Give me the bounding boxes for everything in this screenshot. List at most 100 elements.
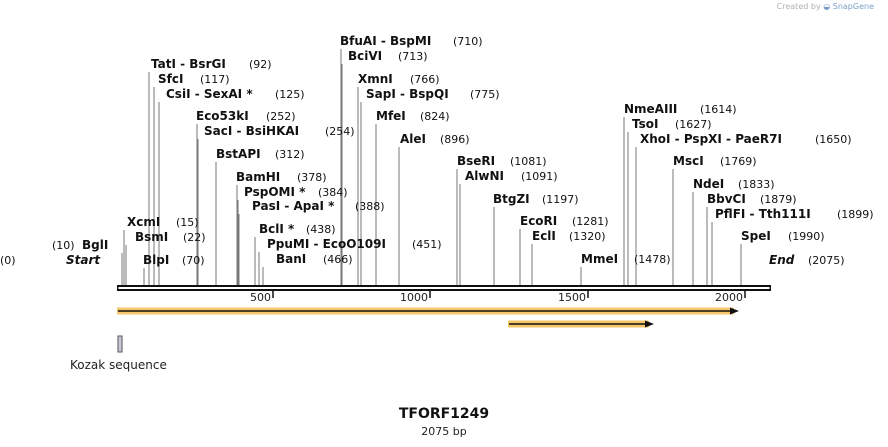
- backbone-end-cap: [769, 285, 771, 291]
- enzyme-position-blpi: (70): [182, 254, 205, 267]
- enzyme-label-bfuai-bspmi[interactable]: BfuAI - BspMI: [340, 34, 431, 48]
- snapgene-logo-icon: ◒: [823, 2, 831, 11]
- enzyme-position-sfci: (117): [200, 73, 230, 86]
- sequence-length: 2075 bp: [421, 425, 467, 438]
- enzyme-label-end[interactable]: End: [769, 253, 795, 267]
- sequence-name: TFORF1249: [398, 406, 490, 422]
- enzyme-position-bamhi: (378): [297, 171, 327, 184]
- enzyme-position-ndei: (1833): [738, 178, 775, 191]
- enzyme-position-sapi-bspqi: (775): [470, 88, 500, 101]
- enzyme-label-mfei[interactable]: MfeI: [376, 109, 406, 123]
- enzyme-position-xcmi: (15): [176, 216, 199, 229]
- enzyme-labels: Start (0) BglI (10) XcmI (15) BsmI (22) BlpI (70)…: [0, 34, 874, 267]
- orf-secondary[interactable]: [508, 320, 654, 328]
- enzyme-position-mmei: (1478): [634, 253, 671, 266]
- enzyme-position-bseri: (1081): [510, 155, 547, 168]
- enzyme-position-bfuai-bspmi: (710): [453, 35, 483, 48]
- enzyme-position-bcivi: (713): [398, 50, 428, 63]
- enzyme-position-ppumi-ecoo109i: (451): [412, 238, 442, 251]
- enzyme-position-alwni: (1091): [521, 170, 558, 183]
- enzyme-position-csii-sexai: (125): [275, 88, 305, 101]
- ruler-label-1000: 1000: [400, 291, 428, 304]
- enzyme-label-sfci[interactable]: SfcI: [158, 72, 183, 86]
- enzyme-position-xmni: (766): [410, 73, 440, 86]
- ruler: 500 1000 1500 2000: [250, 291, 746, 304]
- enzyme-position-saci-bsihkai: (254): [325, 125, 355, 138]
- kozak-feature-box[interactable]: [117, 335, 123, 353]
- enzyme-position-xhoi-pspxi-paer7i: (1650): [815, 133, 852, 146]
- enzyme-position-spei: (1990): [788, 230, 825, 243]
- enzyme-label-xcmi[interactable]: XcmI: [127, 215, 160, 229]
- enzyme-label-start[interactable]: Start: [66, 253, 101, 267]
- enzyme-position-bsmi: (22): [183, 231, 206, 244]
- enzyme-label-bcivi[interactable]: BciVI: [348, 49, 382, 63]
- orf-secondary-arrowhead-icon: [645, 320, 654, 328]
- enzyme-position-btgzi: (1197): [542, 193, 579, 206]
- enzyme-label-pasi-apai[interactable]: PasI - ApaI *: [252, 199, 335, 213]
- enzyme-position-alei: (896): [440, 133, 470, 146]
- ruler-label-2000: 2000: [715, 291, 743, 304]
- backbone-start-cap: [117, 285, 119, 291]
- enzyme-label-tati-bsrgi[interactable]: TatI - BsrGI: [151, 57, 226, 71]
- enzyme-label-pspomi[interactable]: PspOMI *: [244, 185, 306, 199]
- enzyme-label-xmni[interactable]: XmnI: [358, 72, 393, 86]
- enzyme-position-bstapi: (312): [275, 148, 305, 161]
- enzyme-position-pspomi: (384): [318, 186, 348, 199]
- enzyme-label-btgzi[interactable]: BtgZI: [493, 192, 530, 206]
- enzyme-label-nmeaiii[interactable]: NmeAIII: [624, 102, 677, 116]
- enzyme-position-pflfi-tth111i: (1899): [837, 208, 874, 221]
- enzyme-position-mfei: (824): [420, 110, 450, 123]
- enzyme-position-msci: (1769): [720, 155, 757, 168]
- sequence-backbone-bottom: [117, 289, 771, 291]
- enzyme-label-sapi-bspqi[interactable]: SapI - BspQI: [366, 87, 449, 101]
- enzyme-label-ppumi-ecoo109i[interactable]: PpuMI - EcoO109I: [267, 237, 386, 251]
- enzyme-label-spei[interactable]: SpeI: [741, 229, 771, 243]
- sequence-backbone-top: [117, 285, 771, 287]
- enzyme-position-bgli: (10): [52, 239, 75, 252]
- orf-main[interactable]: [117, 307, 739, 315]
- enzyme-label-alei[interactable]: AleI: [400, 132, 426, 146]
- enzyme-label-saci-bsihkai[interactable]: SacI - BsiHKAI: [204, 124, 299, 138]
- enzyme-label-bseri[interactable]: BseRI: [457, 154, 495, 168]
- orf-main-arrowhead-icon: [730, 307, 739, 315]
- enzyme-label-tsoi[interactable]: TsoI: [632, 117, 658, 131]
- enzyme-label-bcli[interactable]: BclI *: [259, 222, 295, 236]
- enzyme-position-eco53ki: (252): [266, 110, 296, 123]
- enzyme-label-ecli[interactable]: EclI: [532, 229, 556, 243]
- enzyme-label-ecori[interactable]: EcoRI: [520, 214, 557, 228]
- enzyme-label-alwni[interactable]: AlwNI: [465, 169, 504, 183]
- enzyme-position-bcli: (438): [306, 223, 336, 236]
- enzyme-label-ndei[interactable]: NdeI: [693, 177, 724, 191]
- cut-site-lines: [121, 49, 742, 285]
- enzyme-position-ecori: (1281): [572, 215, 609, 228]
- enzyme-position-pasi-apai: (388): [355, 200, 385, 213]
- enzyme-label-blpi[interactable]: BlpI: [143, 253, 169, 267]
- ruler-label-500: 500: [250, 291, 271, 304]
- enzyme-label-mmei[interactable]: MmeI: [581, 252, 618, 266]
- credit-brand: SnapGene: [832, 2, 874, 11]
- enzyme-label-xhoi-pspxi-paer7i[interactable]: XhoI - PspXI - PaeR7I: [640, 132, 782, 146]
- enzyme-position-start: (0): [0, 254, 16, 267]
- enzyme-label-bbvci[interactable]: BbvCI: [707, 192, 746, 206]
- enzyme-label-bani[interactable]: BanI: [276, 252, 306, 266]
- enzyme-label-csii-sexai[interactable]: CsiI - SexAI *: [166, 87, 253, 101]
- enzyme-label-msci[interactable]: MscI: [673, 154, 704, 168]
- enzyme-position-bani: (466): [323, 253, 353, 266]
- enzyme-label-bsmi[interactable]: BsmI: [135, 230, 168, 244]
- enzyme-position-nmeaiii: (1614): [700, 103, 737, 116]
- enzyme-position-tati-bsrgi: (92): [249, 58, 272, 71]
- enzyme-label-bstapi[interactable]: BstAPI: [216, 147, 261, 161]
- kozak-feature-label: Kozak sequence: [70, 358, 167, 372]
- enzyme-label-pflfi-tth111i[interactable]: PflFI - Tth111I: [715, 207, 811, 221]
- enzyme-label-bamhi[interactable]: BamHI: [236, 170, 280, 184]
- snapgene-credit: Created by ◒ SnapGene: [777, 2, 874, 11]
- enzyme-label-bgli[interactable]: BglI: [82, 238, 108, 252]
- ruler-label-1500: 1500: [558, 291, 586, 304]
- enzyme-label-eco53ki[interactable]: Eco53kI: [196, 109, 249, 123]
- enzyme-position-ecli: (1320): [569, 230, 606, 243]
- enzyme-position-end: (2075): [808, 254, 845, 267]
- enzyme-position-bbvci: (1879): [760, 193, 797, 206]
- credit-prefix: Created by: [776, 2, 821, 11]
- enzyme-position-tsoi: (1627): [675, 118, 712, 131]
